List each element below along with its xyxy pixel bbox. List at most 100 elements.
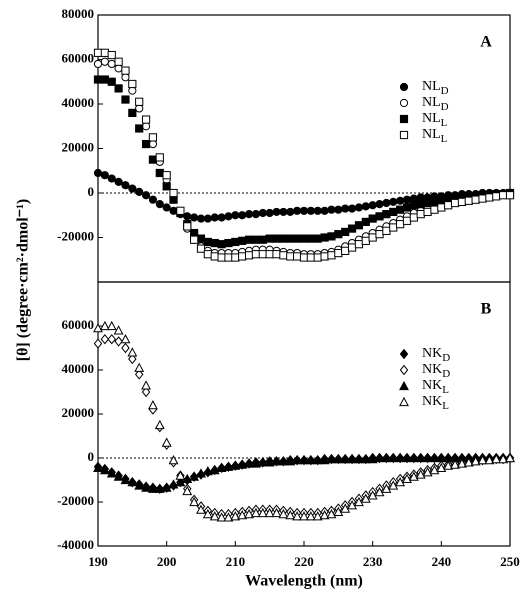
data-point [148,195,158,204]
data-point [224,212,233,221]
data-point [203,214,212,223]
data-point [196,244,206,253]
data-point [238,236,247,245]
data-point [265,208,274,218]
data-point [168,455,179,465]
data-point [244,508,254,519]
data-point [368,214,377,223]
data-point [429,452,440,463]
data-point [134,362,145,372]
data-point [327,205,336,214]
data-point [135,104,144,113]
data-point [100,171,109,180]
data-point [382,226,391,235]
y-axis-label: [θ] (degree·cm²·dmol⁻¹) [15,199,32,362]
data-point [306,234,315,243]
data-point [347,243,357,252]
y-tick-label: -40000 [57,537,94,552]
data-point [422,467,433,477]
data-point [107,50,116,60]
data-point [312,511,323,521]
data-point [141,482,151,492]
data-point [99,320,110,331]
data-point [396,220,405,229]
data-point [389,207,398,217]
data-point [327,232,336,241]
data-point [202,466,213,476]
data-point [361,236,370,245]
legend-label: NLL [422,111,448,128]
data-point [436,462,447,472]
data-point [416,193,425,202]
panel-label: B [481,301,492,318]
data-point [402,203,412,212]
data-point [320,206,329,215]
data-point [341,227,350,237]
data-point [341,204,350,213]
data-point [437,196,446,205]
data-point [176,206,185,215]
data-point [286,252,295,261]
plot-frame [97,281,511,547]
data-point [443,460,454,470]
data-point [210,252,219,261]
data-point [238,252,247,261]
data-point [155,200,164,209]
data-point [395,477,406,487]
data-point [216,512,227,522]
data-point [196,468,206,478]
data-point [286,234,295,243]
data-point [396,196,405,205]
data-point [381,452,392,463]
data-point [470,456,481,466]
data-point [498,453,509,464]
legend-label: NKL [422,394,449,411]
data-point [399,380,409,391]
data-point [202,508,213,519]
data-point [231,211,240,220]
data-point [354,496,364,507]
data-point [134,480,145,490]
data-point [399,82,409,92]
data-point [148,139,158,149]
data-point [93,75,103,84]
data-point [189,471,200,481]
data-point [190,213,199,222]
data-point [155,153,164,162]
data-point [210,238,219,248]
data-point [209,464,220,475]
data-point [203,237,212,247]
data-point [396,205,405,214]
data-point [415,452,426,463]
y-tick-label: 60000 [62,50,95,65]
data-point [491,453,502,464]
data-point [121,95,130,104]
data-point [169,188,178,198]
data-point [402,216,412,225]
data-point [223,512,234,522]
data-point [299,455,309,465]
data-point [415,469,426,479]
data-point [347,453,357,464]
data-point [293,206,302,215]
data-point [422,452,433,463]
data-point [135,187,144,196]
data-point [148,400,158,410]
data-point [223,461,234,471]
data-point [388,480,399,490]
data-point [121,66,130,75]
data-point [182,473,193,483]
data-point [320,252,329,261]
data-point [430,205,439,214]
data-point [224,253,233,262]
data-point [216,462,227,472]
data-point [374,486,385,497]
data-point [436,452,447,463]
data-point [114,177,123,186]
data-point [106,468,117,478]
data-point [347,204,357,213]
data-point [319,510,330,520]
data-point [305,455,316,465]
data-point [286,207,295,217]
data-point [499,191,508,200]
